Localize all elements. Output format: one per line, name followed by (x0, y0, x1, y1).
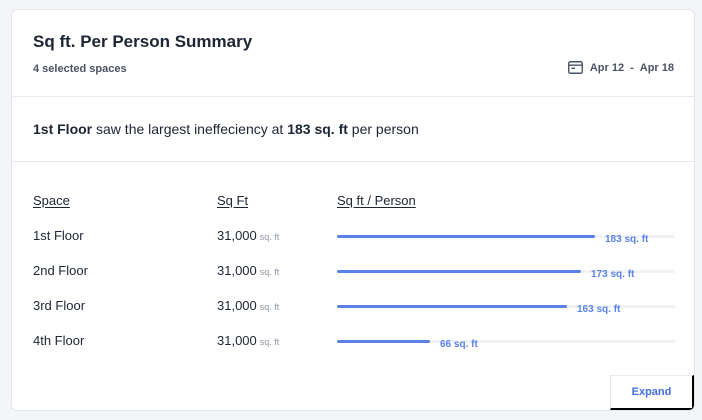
column-header-sqft[interactable]: Sq Ft (217, 193, 249, 208)
insight-space: 1st Floor (33, 121, 93, 137)
date-end: Apr 18 (639, 61, 674, 74)
bar-track: 163 sq. ft (337, 304, 675, 315)
sqft-value: 31,000 (217, 228, 257, 243)
space-name: 4th Floor (33, 333, 85, 348)
insight-text: 1st Floor saw the largest ineffeciency a… (33, 121, 419, 137)
space-name: 1st Floor (33, 228, 84, 243)
bar-track: 183 sq. ft (337, 234, 675, 245)
insight-end: per person (347, 121, 419, 137)
table-row: 2nd Floor 31,000 sq. ft 173 sq. ft (12, 263, 694, 283)
calendar-icon (567, 61, 583, 74)
bar-value-label: 183 sq. ft (605, 234, 649, 245)
sqft-value: 31,000 (217, 298, 257, 313)
bar-track: 66 sq. ft (337, 339, 675, 350)
bar-value-label: 163 sq. ft (577, 304, 621, 315)
date-range[interactable]: Apr 12 - Apr 18 (567, 61, 674, 74)
date-start: Apr 12 (589, 61, 625, 74)
expand-button[interactable]: Expand (610, 375, 694, 410)
space-sqft: 31,000 sq. ft (217, 298, 279, 313)
insight-mid: saw the largest ineffeciency at (92, 121, 288, 137)
sqft-value: 31,000 (217, 333, 257, 348)
space-name: 3rd Floor (33, 298, 86, 313)
selected-spaces-count: 4 selected spaces (33, 63, 127, 75)
card-header: Sq ft. Per Person Summary 4 selected spa… (12, 10, 694, 97)
table-row: 4th Floor 31,000 sq. ft 66 sq. ft (12, 333, 694, 353)
column-header-per-person[interactable]: Sq ft / Person (337, 193, 416, 208)
space-sqft: 31,000 sq. ft (217, 333, 279, 348)
sqft-unit: sq. ft (259, 232, 280, 242)
date-separator: - (630, 61, 634, 74)
bar-fill (337, 235, 595, 238)
insight-value: 183 sq. ft (287, 121, 348, 137)
column-header-space[interactable]: Space (33, 193, 70, 208)
table-row: 1st Floor 31,000 sq. ft 183 sq. ft (12, 228, 694, 248)
sqft-unit: sq. ft (259, 267, 280, 277)
space-sqft: 31,000 sq. ft (217, 263, 279, 278)
bar-value-label: 173 sq. ft (591, 269, 635, 280)
sqft-unit: sq. ft (259, 302, 280, 312)
space-sqft: 31,000 sq. ft (217, 228, 279, 243)
table-row: 3rd Floor 31,000 sq. ft 163 sq. ft (12, 298, 694, 318)
insight-banner: 1st Floor saw the largest ineffeciency a… (12, 98, 694, 162)
bar-fill (337, 270, 581, 273)
space-name: 2nd Floor (33, 263, 88, 278)
bar-fill (337, 340, 430, 343)
sqft-unit: sq. ft (259, 337, 280, 347)
summary-card: Sq ft. Per Person Summary 4 selected spa… (11, 9, 695, 411)
bar-fill (337, 305, 567, 308)
card-title: Sq ft. Per Person Summary (33, 32, 253, 51)
bar-value-label: 66 sq. ft (440, 339, 478, 350)
sqft-value: 31,000 (217, 263, 257, 278)
bar-track: 173 sq. ft (337, 269, 675, 280)
